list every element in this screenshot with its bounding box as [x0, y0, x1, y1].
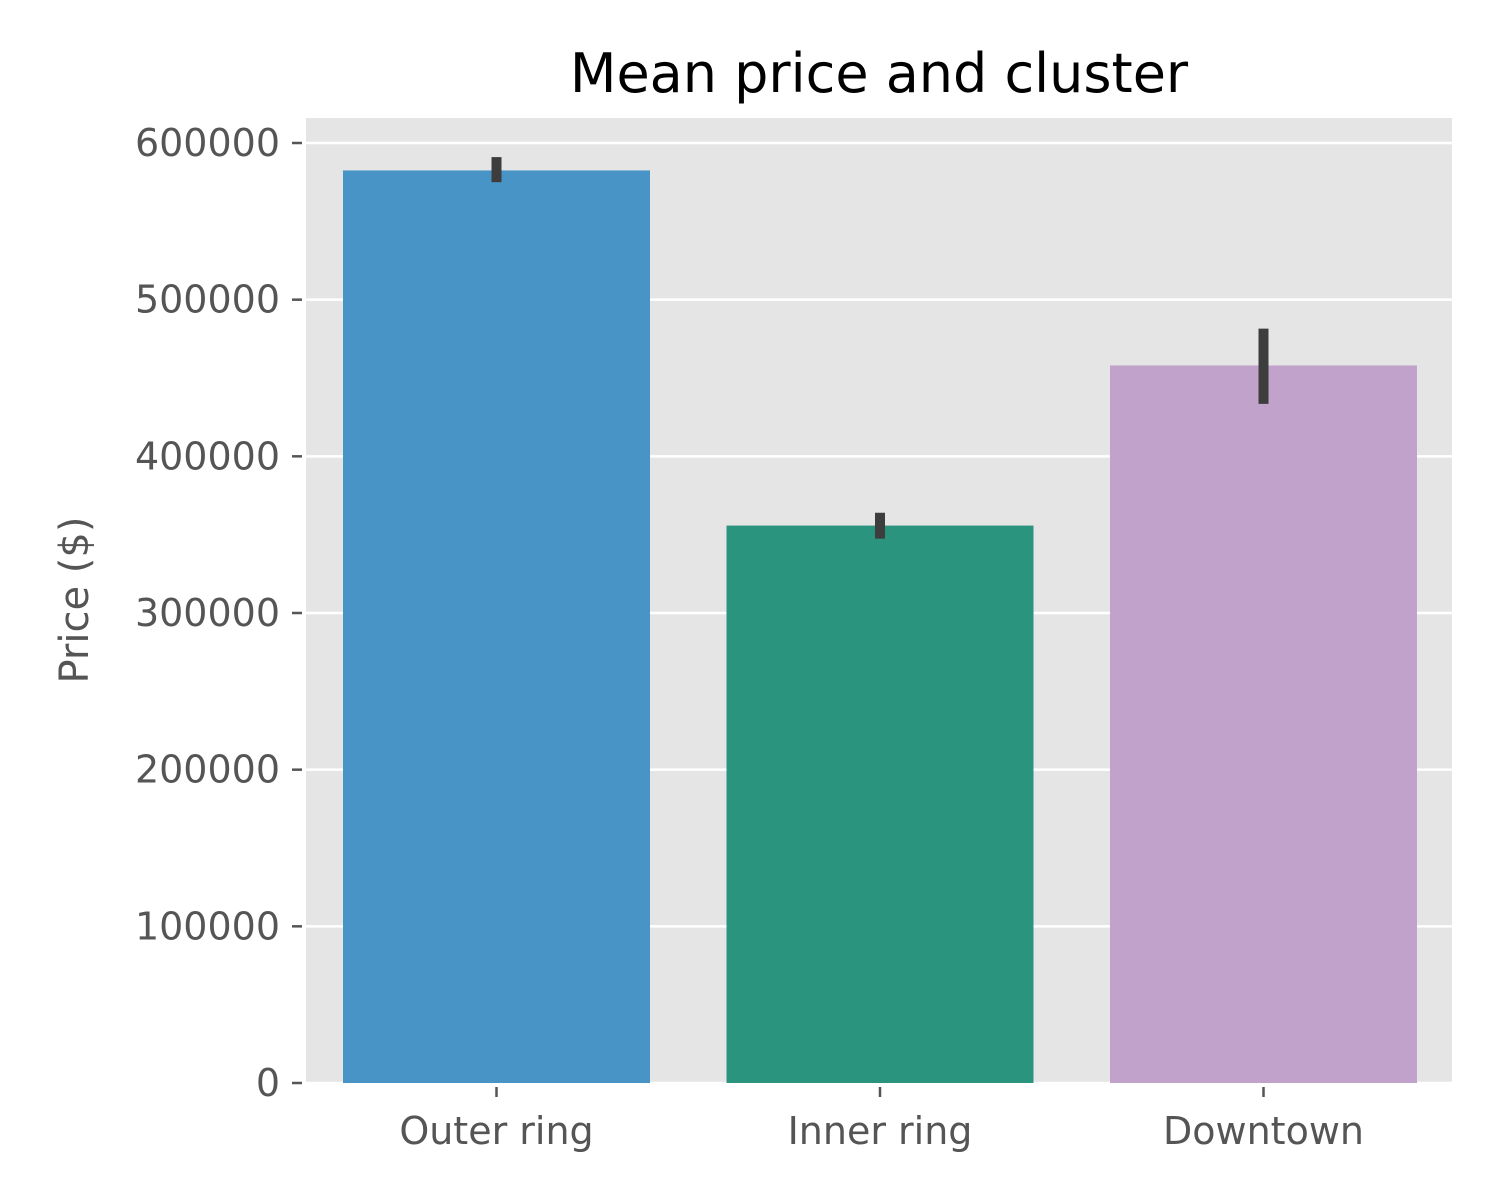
y-tick-label: 0 — [256, 1061, 280, 1105]
bar-inner-ring — [726, 525, 1034, 1083]
y-tick-label: 500000 — [135, 278, 280, 322]
y-axis: 0 100000 200000 300000 400000 500000 600000 — [135, 121, 302, 1105]
bars — [343, 170, 1417, 1083]
y-tick-label: 300000 — [135, 591, 280, 635]
y-axis-label: Price ($) — [52, 517, 98, 684]
x-tick-label: Outer ring — [399, 1109, 593, 1153]
chart-title: Mean price and cluster — [570, 42, 1189, 105]
bar-outer-ring — [343, 170, 650, 1083]
y-tick-label: 600000 — [135, 121, 280, 165]
x-tick-label: Inner ring — [788, 1109, 973, 1153]
x-axis: Outer ring Inner ring Downtown — [399, 1087, 1364, 1153]
y-tick-label: 200000 — [135, 748, 280, 792]
bar-downtown — [1110, 365, 1417, 1083]
error-bars — [491, 157, 1269, 539]
x-tick-label: Downtown — [1163, 1109, 1364, 1153]
y-tick-label: 100000 — [135, 904, 280, 948]
y-tick-label: 400000 — [135, 434, 280, 478]
